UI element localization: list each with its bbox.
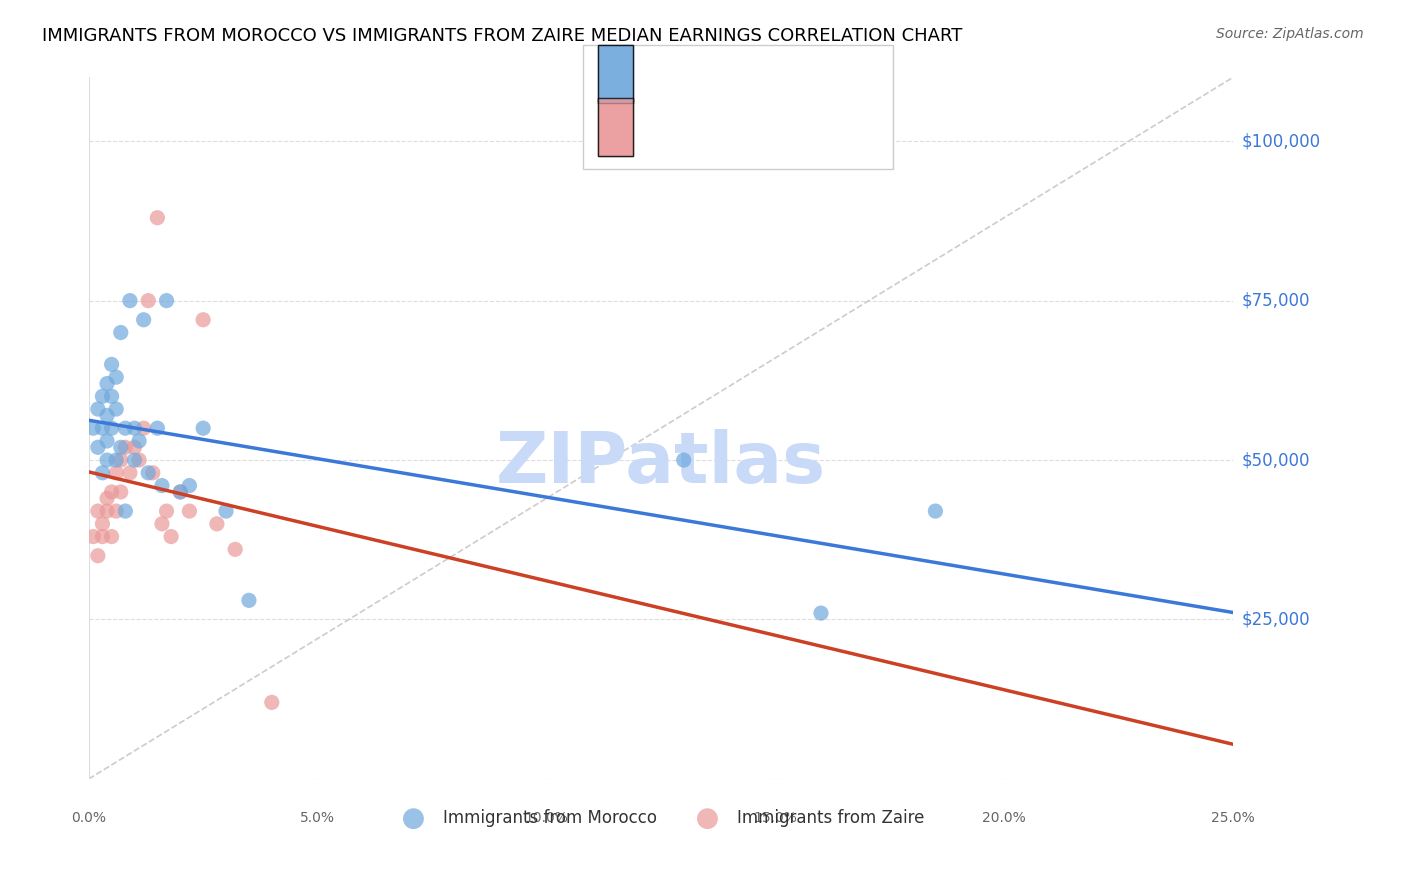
Point: [82, 530, 104, 544]
Point: [110, 453, 132, 467]
Point: [96, 434, 118, 448]
Point: [87, 549, 110, 563]
Text: $25,000: $25,000: [1241, 610, 1310, 629]
Point: [105, 466, 128, 480]
Point: [146, 211, 169, 225]
Point: [124, 421, 146, 435]
Point: [96, 491, 118, 506]
Point: [128, 453, 150, 467]
Point: [91, 530, 114, 544]
Point: [91, 421, 114, 435]
Point: [260, 695, 283, 709]
Point: [169, 485, 191, 500]
Text: 10.0%: 10.0%: [524, 811, 568, 825]
Point: [114, 421, 136, 435]
Point: [105, 453, 128, 467]
Text: 5.0%: 5.0%: [299, 811, 335, 825]
Point: [114, 504, 136, 518]
Point: [179, 478, 201, 492]
Point: [215, 504, 238, 518]
Legend: Immigrants from Morocco, Immigrants from Zaire: Immigrants from Morocco, Immigrants from…: [389, 803, 932, 834]
Text: 25.0%: 25.0%: [1211, 811, 1254, 825]
Point: [150, 516, 173, 531]
Point: [132, 312, 155, 326]
Point: [238, 593, 260, 607]
Point: [105, 504, 128, 518]
Point: [91, 466, 114, 480]
Point: [672, 453, 695, 467]
Text: 0.439: 0.439: [682, 118, 741, 136]
Point: [132, 421, 155, 435]
Point: [105, 402, 128, 417]
Point: [169, 485, 191, 500]
Point: [128, 434, 150, 448]
Point: [114, 440, 136, 454]
Text: N =: N =: [752, 118, 789, 136]
Point: [100, 530, 122, 544]
Point: [82, 421, 104, 435]
Point: [160, 530, 183, 544]
Point: [110, 326, 132, 340]
Text: $100,000: $100,000: [1241, 132, 1322, 150]
Point: [87, 440, 110, 454]
Point: [150, 478, 173, 492]
Point: [91, 389, 114, 403]
Text: R =: R =: [640, 118, 676, 136]
Point: [118, 466, 141, 480]
Point: [155, 293, 177, 308]
Point: [191, 421, 214, 435]
Point: [179, 504, 201, 518]
Point: [96, 453, 118, 467]
Point: [110, 440, 132, 454]
Point: [100, 358, 122, 372]
Point: [118, 293, 141, 308]
Point: [96, 376, 118, 391]
Point: [146, 421, 169, 435]
Text: 37: 37: [787, 67, 811, 85]
Point: [124, 440, 146, 454]
Point: [87, 402, 110, 417]
Point: [205, 516, 228, 531]
Text: ZIPatlas: ZIPatlas: [496, 429, 825, 498]
Point: [96, 504, 118, 518]
Text: 20.0%: 20.0%: [983, 811, 1026, 825]
Text: 15.0%: 15.0%: [754, 811, 797, 825]
Point: [110, 485, 132, 500]
Text: $50,000: $50,000: [1241, 451, 1310, 469]
Point: [91, 516, 114, 531]
Point: [224, 542, 246, 557]
Text: $75,000: $75,000: [1241, 292, 1310, 310]
Point: [87, 504, 110, 518]
Point: [124, 453, 146, 467]
Text: N =: N =: [752, 67, 789, 85]
Point: [142, 466, 165, 480]
Point: [100, 389, 122, 403]
Text: -0.285: -0.285: [682, 67, 741, 85]
Point: [924, 504, 946, 518]
Point: [810, 606, 832, 620]
Point: [191, 312, 214, 326]
Point: [136, 293, 159, 308]
Point: [136, 466, 159, 480]
Point: [100, 421, 122, 435]
Text: Source: ZipAtlas.com: Source: ZipAtlas.com: [1216, 27, 1364, 41]
Text: 0.0%: 0.0%: [72, 811, 107, 825]
Text: IMMIGRANTS FROM MOROCCO VS IMMIGRANTS FROM ZAIRE MEDIAN EARNINGS CORRELATION CHA: IMMIGRANTS FROM MOROCCO VS IMMIGRANTS FR…: [42, 27, 963, 45]
Point: [155, 504, 177, 518]
Point: [100, 485, 122, 500]
Point: [105, 370, 128, 384]
Point: [96, 409, 118, 423]
Text: R =: R =: [640, 67, 676, 85]
Text: 30: 30: [787, 118, 810, 136]
